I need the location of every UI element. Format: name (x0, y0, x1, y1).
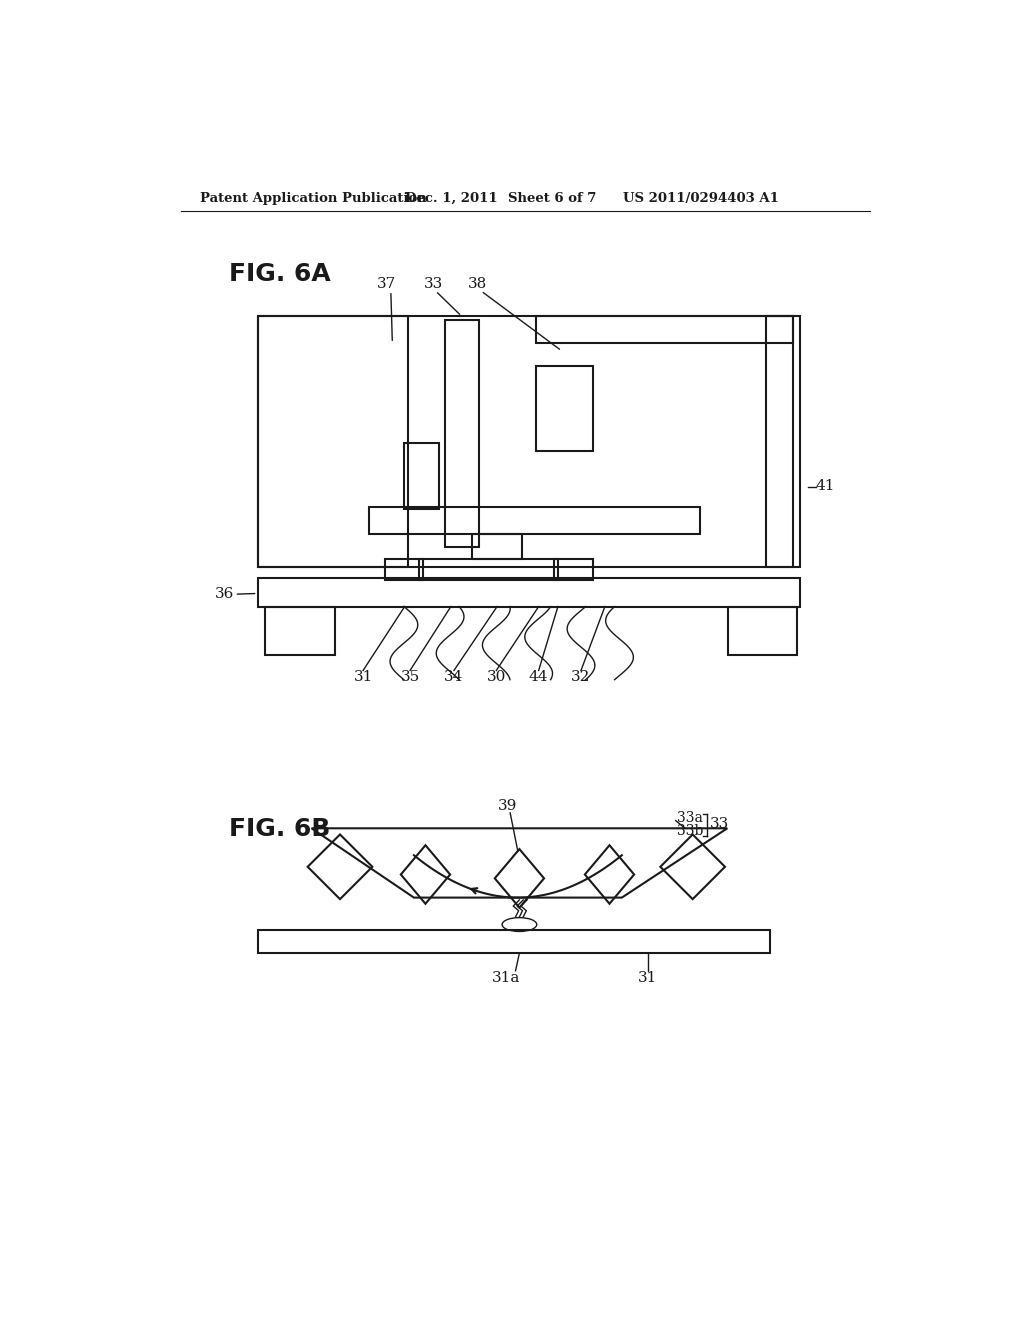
Bar (258, 929, 770, 953)
Text: 36: 36 (215, 587, 234, 601)
Bar (258, 317, 408, 566)
Bar (385, 558, 423, 581)
Text: 33: 33 (710, 817, 729, 832)
Bar (370, 507, 700, 535)
Text: 32: 32 (571, 671, 591, 685)
Text: 34: 34 (444, 671, 464, 685)
Text: 37: 37 (378, 277, 396, 290)
Text: 39: 39 (498, 799, 517, 813)
Bar (258, 317, 801, 566)
Text: 33b: 33b (677, 825, 703, 838)
Bar (265, 607, 335, 655)
Text: Sheet 6 of 7: Sheet 6 of 7 (508, 191, 596, 205)
Text: 38: 38 (467, 277, 486, 290)
Text: 31: 31 (353, 671, 373, 685)
Bar (444, 321, 478, 548)
Text: FIG. 6B: FIG. 6B (229, 817, 331, 841)
Text: 30: 30 (486, 671, 506, 685)
Text: 31: 31 (638, 970, 657, 985)
Text: 41: 41 (816, 479, 836, 492)
Bar (537, 366, 593, 451)
Bar (766, 317, 793, 566)
Text: Dec. 1, 2011: Dec. 1, 2011 (406, 191, 498, 205)
Bar (537, 317, 793, 343)
Text: Patent Application Publication: Patent Application Publication (200, 191, 427, 205)
Text: US 2011/0294403 A1: US 2011/0294403 A1 (624, 191, 779, 205)
Bar (472, 535, 521, 558)
Text: FIG. 6A: FIG. 6A (229, 263, 331, 286)
Text: 31a: 31a (493, 970, 520, 985)
Text: 33: 33 (424, 277, 442, 290)
Bar (258, 578, 801, 607)
Bar (419, 558, 558, 581)
Text: 35: 35 (400, 671, 420, 685)
Bar (728, 607, 797, 655)
Text: 44: 44 (529, 671, 549, 685)
Bar (403, 444, 438, 508)
Text: 33a: 33a (677, 812, 703, 825)
Bar (554, 558, 593, 581)
